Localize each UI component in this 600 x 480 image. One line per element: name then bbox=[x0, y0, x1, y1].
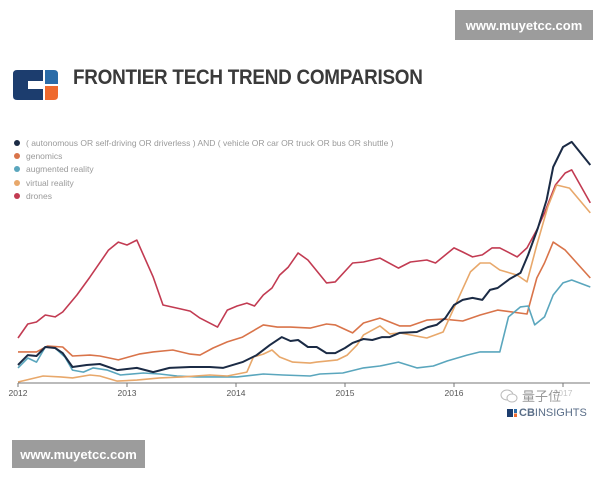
x-tick-label: 2017 bbox=[554, 388, 573, 398]
wechat-watermark: 量子位 bbox=[500, 386, 561, 405]
legend: ( autonomous OR self-driving OR driverle… bbox=[14, 136, 394, 202]
legend-marker bbox=[14, 192, 20, 199]
legend-label: ( autonomous OR self-driving OR driverle… bbox=[26, 137, 394, 148]
series-line-autonomous-vehicles bbox=[17, 140, 592, 374]
watermark-cn-text: 量子位 bbox=[522, 389, 562, 404]
wechat-icon bbox=[500, 389, 518, 402]
cb-insights-brand: CB INSIGHTS bbox=[507, 407, 587, 419]
legend-item: virtual reality bbox=[14, 176, 394, 189]
x-tick-label: 2013 bbox=[118, 388, 137, 398]
legend-item: ( autonomous OR self-driving OR driverle… bbox=[14, 136, 394, 149]
brand-insights: INSIGHTS bbox=[534, 407, 587, 419]
watermark-bottom: www.muyetcc.com bbox=[12, 440, 145, 468]
legend-item: augmented reality bbox=[14, 163, 394, 176]
series-line-genomics bbox=[18, 241, 591, 361]
x-tick-label: 2014 bbox=[227, 388, 246, 398]
cb-insights-logo bbox=[13, 70, 58, 100]
x-tick-label: 2015 bbox=[336, 388, 355, 398]
series-line-augmented-reality bbox=[17, 279, 591, 378]
legend-item: genomics bbox=[14, 149, 394, 162]
legend-marker bbox=[14, 166, 20, 173]
x-tick-label: 2012 bbox=[9, 388, 28, 398]
series-line-drones bbox=[17, 169, 591, 339]
chart-title: FRONTIER TECH TREND COMPARISON bbox=[73, 66, 423, 89]
legend-marker bbox=[14, 152, 20, 159]
brand-cb: CB bbox=[519, 407, 535, 419]
watermark-top: www.muyetcc.com bbox=[455, 10, 593, 40]
legend-marker bbox=[14, 139, 20, 146]
series-line-virtual-reality bbox=[17, 184, 591, 383]
legend-item: drones bbox=[14, 189, 394, 202]
cb-logo-icon bbox=[507, 409, 517, 417]
legend-label: drones bbox=[26, 190, 52, 201]
x-tick-label: 2016 bbox=[445, 388, 464, 398]
legend-label: augmented reality bbox=[26, 164, 94, 175]
legend-label: genomics bbox=[26, 150, 63, 161]
legend-label: virtual reality bbox=[26, 177, 74, 188]
legend-marker bbox=[14, 179, 20, 186]
